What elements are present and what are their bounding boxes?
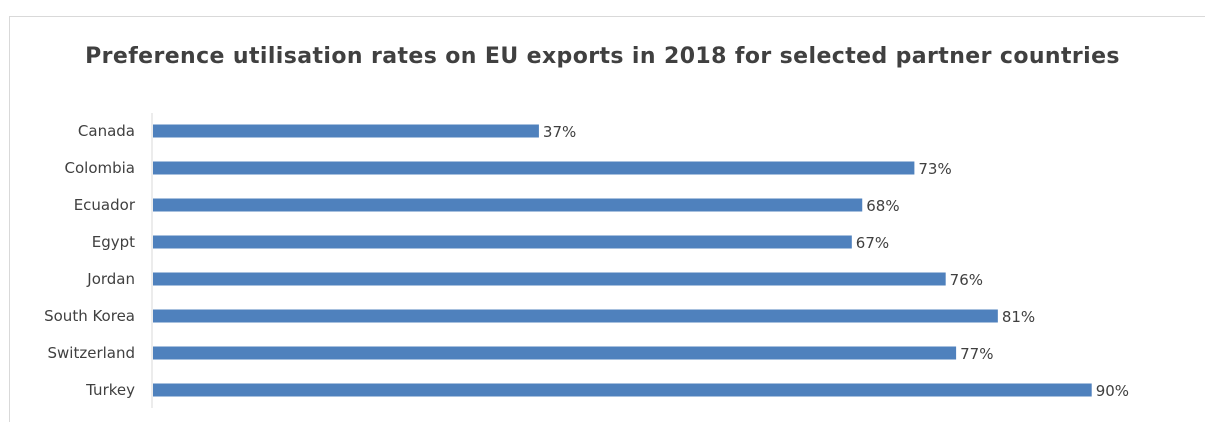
category-label: Colombia [65,159,136,177]
category-label: Canada [78,122,135,140]
bars-group: Canada 37% Colombia 73% Ecuador 68% Egypt 67% Jo… [44,122,1129,400]
bar [153,346,957,360]
data-label: 37% [543,123,576,141]
data-label: 81% [1002,308,1035,326]
bar [153,198,863,212]
bar [153,309,998,323]
data-label: 77% [960,345,993,363]
bar [153,383,1092,397]
bar [153,272,946,286]
data-label: 73% [918,160,951,178]
category-label: Egypt [92,233,135,251]
category-label: South Korea [44,307,135,325]
chart-frame [9,16,1205,422]
bar [153,124,539,138]
category-label: Jordan [86,270,135,288]
data-label: 67% [856,234,889,252]
category-label: Switzerland [48,344,136,362]
bar [153,235,852,249]
category-label: Ecuador [74,196,136,214]
chart-title: Preference utilisation rates on EU expor… [85,44,1120,69]
data-label: 68% [866,197,899,215]
data-label: 90% [1096,382,1129,400]
bar [153,161,915,175]
data-label: 76% [950,271,983,289]
category-label: Turkey [85,381,135,399]
